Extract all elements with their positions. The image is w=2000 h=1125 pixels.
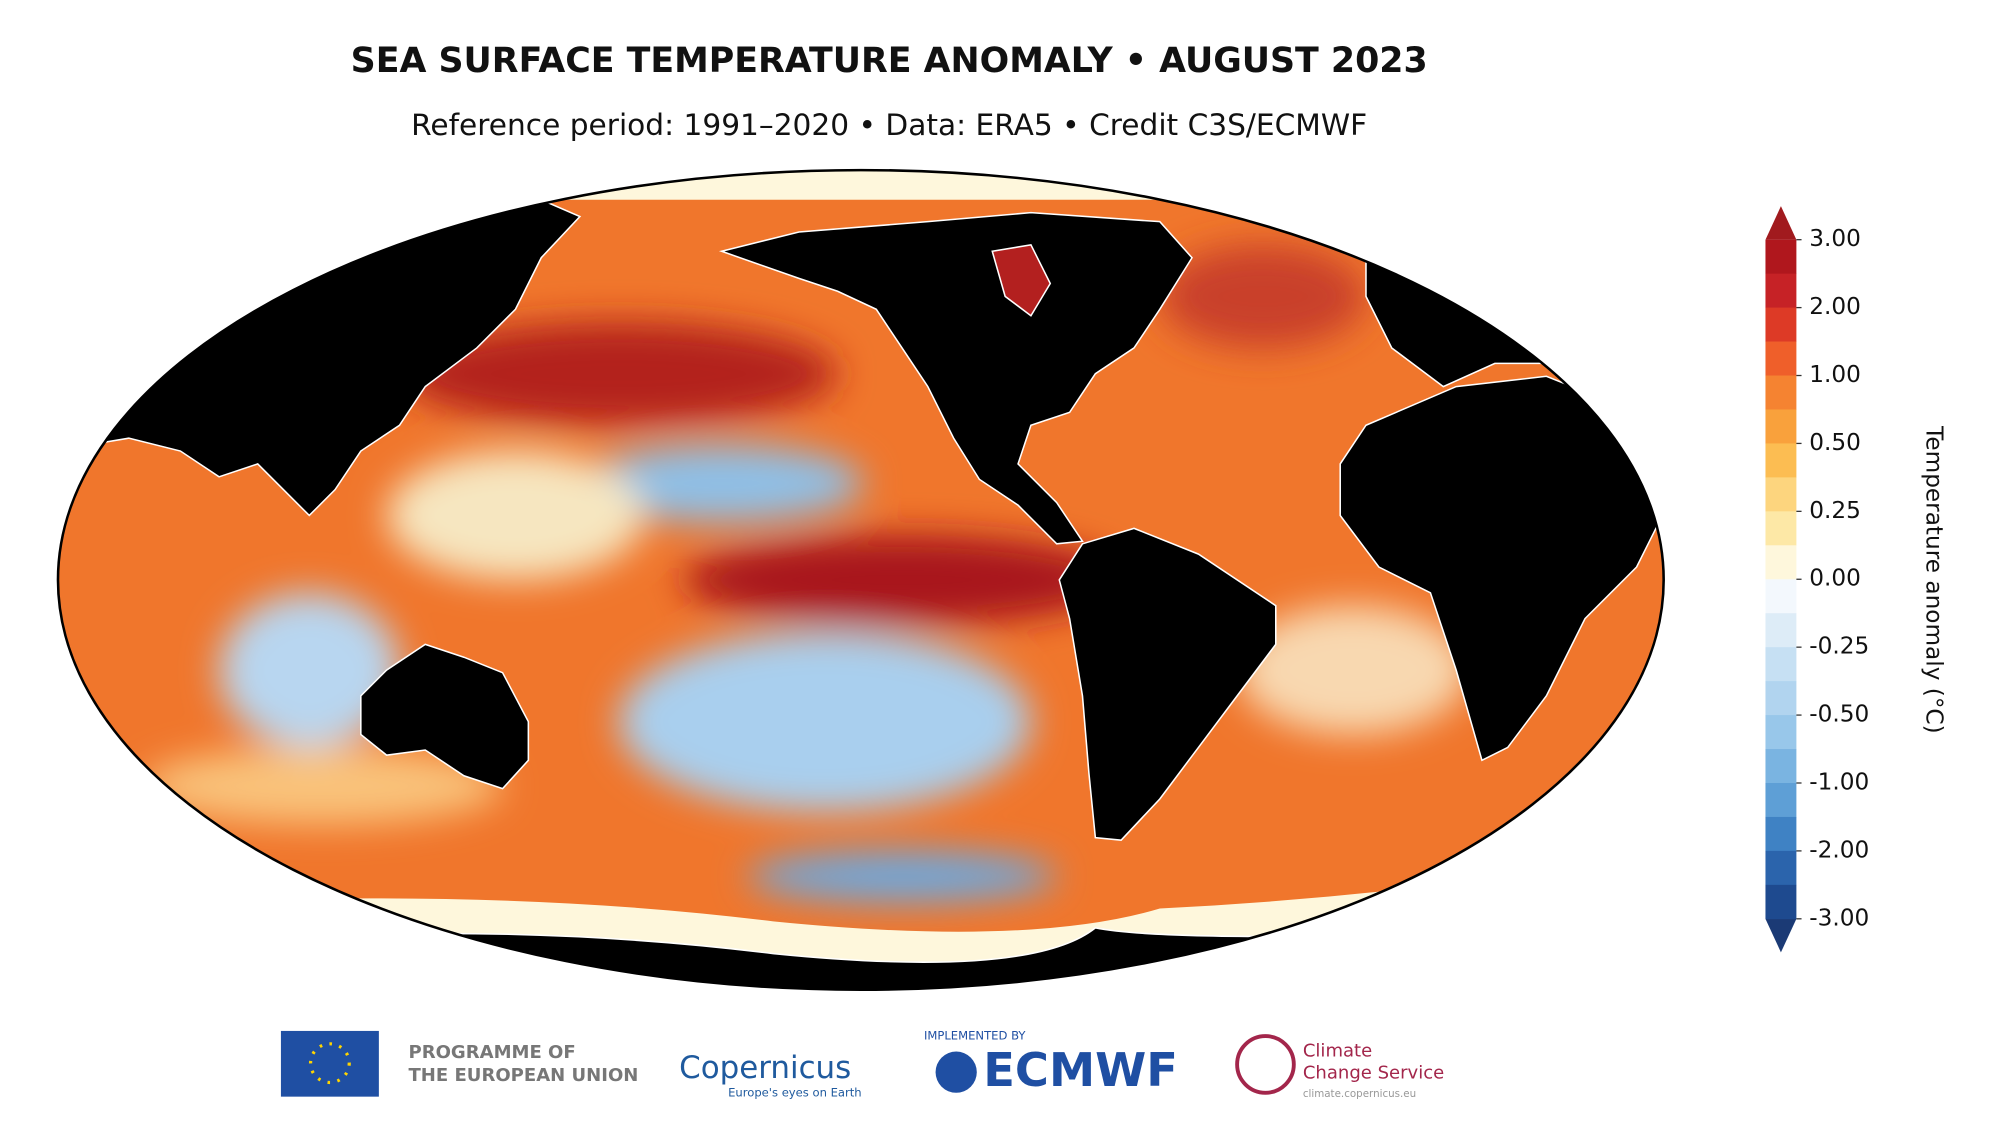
implemented-by: IMPLEMENTED BY: [924, 1029, 1026, 1043]
map-outline: [56, 168, 1665, 991]
colorbar-band: [1765, 884, 1797, 920]
colorbar-band: [1765, 341, 1797, 376]
map: [57, 170, 1664, 990]
colorbar-label: Temperature anomaly (°C): [1920, 425, 1947, 734]
eu-stars: [308, 1042, 351, 1085]
eu-text: PROGRAMME OF: [409, 1042, 576, 1063]
c3s-text: Change Service: [1303, 1062, 1444, 1083]
c3s-icon: [1235, 1034, 1296, 1095]
colorbar-tick-label: -0.25: [1809, 633, 1869, 660]
copernicus-logo: Copernicus: [679, 1050, 851, 1086]
colorbar-band: [1765, 307, 1797, 342]
colorbar-band: [1765, 545, 1797, 580]
ecmwf-icon: [935, 1051, 977, 1093]
c3s-text: Climate: [1303, 1041, 1372, 1062]
colorbar-band: [1765, 409, 1797, 444]
colorbar-tick-label: 0.50: [1809, 429, 1861, 456]
colorbar-tick-label: 0.00: [1809, 565, 1861, 592]
colorbar-tick-label: 3.00: [1809, 225, 1861, 252]
c3s-url: climate.copernicus.eu: [1303, 1088, 1416, 1100]
colorbar: 3.00 2.00 1.00 0.50 0.25 0.00 -0.25 -0.50 -1.00 -…: [1765, 206, 1869, 953]
colorbar-band: [1765, 273, 1797, 308]
colorbar-band: [1765, 715, 1797, 750]
colorbar-tick-label: -3.00: [1809, 904, 1869, 931]
colorbar-tick-label: 1.00: [1809, 361, 1861, 388]
colorbar-tick-label: 2.00: [1809, 293, 1861, 320]
colorbar-extend-bottom: [1765, 918, 1797, 953]
colorbar-band: [1765, 239, 1797, 275]
copernicus-tagline: Europe's eyes on Earth: [728, 1085, 862, 1099]
colorbar-extend-top: [1765, 206, 1797, 240]
eu-text: THE EUROPEAN UNION: [409, 1065, 639, 1086]
title: SEA SURFACE TEMPERATURE ANOMALY • AUGUST…: [351, 41, 1428, 81]
colorbar-tick-label: 0.25: [1809, 497, 1861, 524]
colorbar-tick-label: -0.50: [1809, 701, 1869, 728]
colorbar-tick-label: -1.00: [1809, 768, 1869, 795]
colorbar-band: [1765, 511, 1797, 546]
colorbar-tick-label: -2.00: [1809, 836, 1869, 863]
ecmwf-logo: ECMWF: [983, 1043, 1178, 1097]
subtitle: Reference period: 1991–2020 • Data: ERA5…: [411, 107, 1367, 142]
colorbar-band: [1765, 443, 1797, 478]
colorbar-band: [1765, 850, 1797, 886]
colorbar-band: [1765, 647, 1797, 682]
colorbar-band: [1765, 782, 1797, 818]
colorbar-band: [1765, 477, 1797, 512]
colorbar-band: [1765, 681, 1797, 716]
colorbar-band: [1765, 375, 1797, 410]
colorbar-band: [1765, 816, 1797, 852]
eu-flag: [280, 1030, 379, 1097]
colorbar-band: [1765, 579, 1797, 614]
footer-logos: PROGRAMME OF THE EUROPEAN UNION Copernic…: [280, 1029, 1444, 1100]
colorbar-band: [1765, 749, 1797, 784]
colorbar-band: [1765, 613, 1797, 648]
